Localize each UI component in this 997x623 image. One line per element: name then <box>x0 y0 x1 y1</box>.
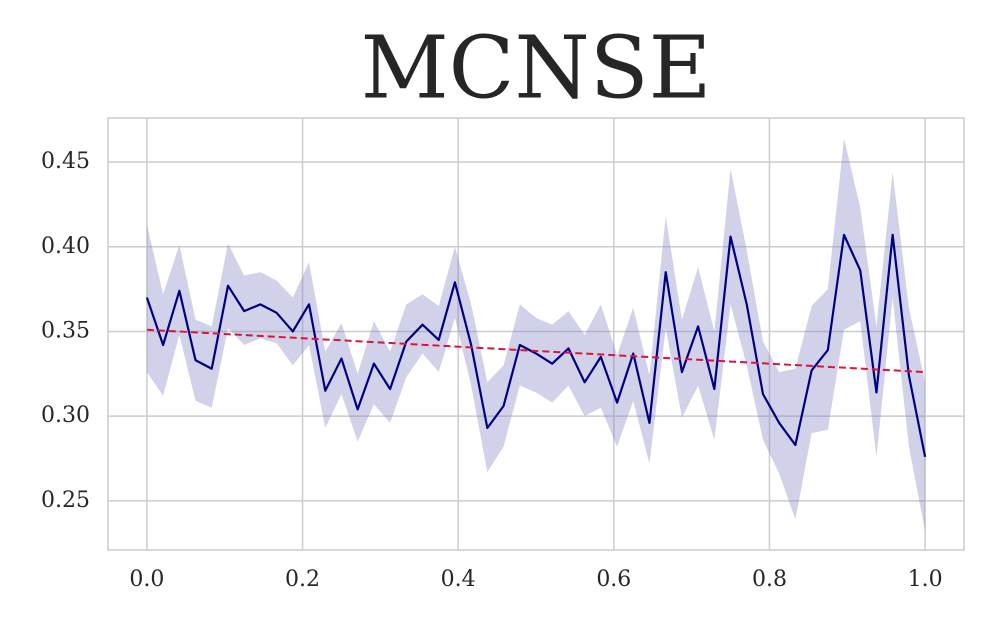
plot-frame <box>107 117 965 551</box>
x-tick-label: 1.0 <box>908 567 943 592</box>
y-tick-label: 0.35 <box>41 318 90 343</box>
confidence-band <box>600 304 618 447</box>
line <box>145 233 927 458</box>
confidence-band <box>227 243 245 346</box>
confidence-band <box>536 317 553 403</box>
confidence-band <box>146 224 164 396</box>
y-tick-label: 0.30 <box>41 403 90 428</box>
chart-title: MCNSE <box>361 19 712 119</box>
confidence-band <box>357 321 374 442</box>
x-tick-label: 0.4 <box>441 567 476 592</box>
x-tick-label: 0.6 <box>596 567 631 592</box>
confidence-band <box>584 304 601 417</box>
x-tick-label: 0.2 <box>285 567 320 592</box>
y-tick-label: 0.40 <box>41 234 90 259</box>
confidence-band <box>406 294 423 378</box>
confidence-band <box>681 267 699 418</box>
confidence-band <box>844 138 861 330</box>
y-tick-label: 0.45 <box>41 149 90 174</box>
confidence-band <box>779 368 796 520</box>
y-tick-label: 0.25 <box>41 488 90 513</box>
x-tick-label: 0.8 <box>752 567 787 592</box>
trend-line <box>146 328 926 374</box>
confidence-band <box>827 138 845 430</box>
confidence-band <box>373 321 391 423</box>
confidence-band <box>292 262 310 366</box>
x-tick-label: 0.0 <box>129 567 164 592</box>
